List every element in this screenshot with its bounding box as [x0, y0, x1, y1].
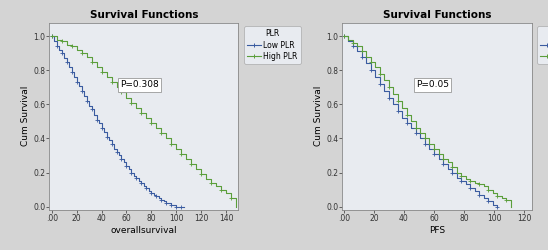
Text: P=0.05: P=0.05	[416, 80, 449, 89]
Y-axis label: Cum Survival: Cum Survival	[315, 86, 323, 146]
Title: Survival Functions: Survival Functions	[90, 10, 198, 20]
Title: Survival Functions: Survival Functions	[383, 10, 491, 20]
Text: P=0.308: P=0.308	[120, 80, 159, 89]
Legend: Low PLR, High PLR: Low PLR, High PLR	[537, 26, 548, 64]
Legend: Low PLR, High PLR: Low PLR, High PLR	[244, 26, 301, 64]
X-axis label: overallsurvival: overallsurvival	[111, 226, 177, 235]
Y-axis label: Cum Survival: Cum Survival	[21, 86, 30, 146]
X-axis label: PFS: PFS	[429, 226, 445, 235]
